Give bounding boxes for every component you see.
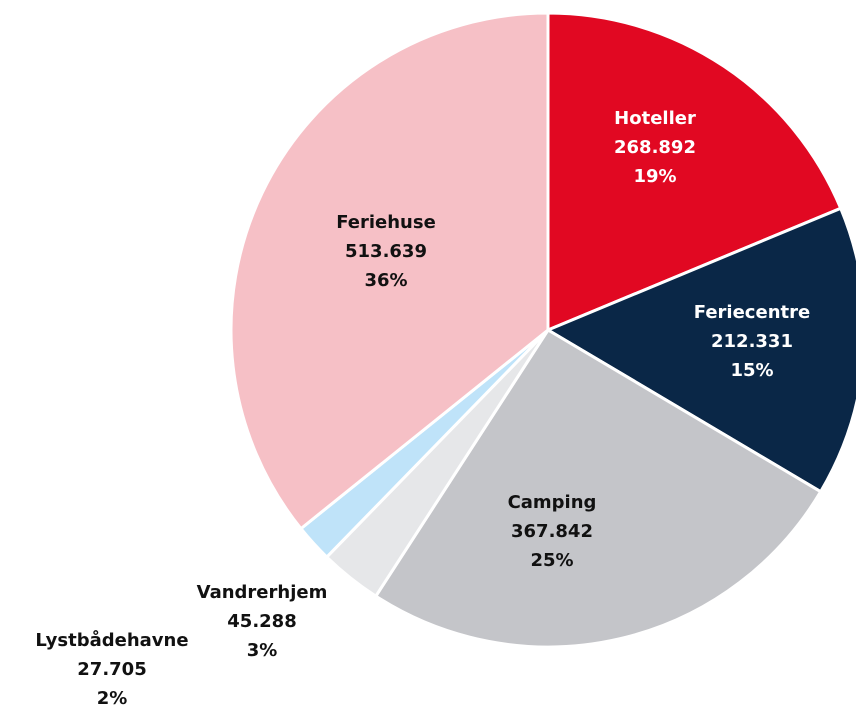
slice-name: Vandrerhjem xyxy=(197,582,328,603)
pie-slice xyxy=(546,11,843,333)
slice-value: 212.331 xyxy=(711,331,793,352)
pie-slice xyxy=(229,11,550,531)
slice-percentage: 2% xyxy=(97,688,128,709)
slice-value: 27.705 xyxy=(77,659,146,680)
slice-value: 45.288 xyxy=(227,611,296,632)
slice-percentage: 25% xyxy=(530,550,573,571)
slice-value: 268.892 xyxy=(614,137,696,158)
slice-percentage: 19% xyxy=(633,166,676,187)
slice-name: Feriehuse xyxy=(336,212,436,233)
slice-percentage: 15% xyxy=(730,360,773,381)
slice-name: Hoteller xyxy=(614,108,696,129)
slice-name: Lystbådehavne xyxy=(35,629,188,651)
pie-slice xyxy=(373,327,823,649)
slice-name: Feriecentre xyxy=(694,302,810,323)
slice-percentage: 3% xyxy=(247,640,278,661)
slice-value: 367.842 xyxy=(511,521,593,542)
pie-slice xyxy=(544,206,856,494)
slice-percentage: 36% xyxy=(364,270,407,291)
slice-name: Camping xyxy=(508,492,597,513)
slice-value: 513.639 xyxy=(345,241,427,262)
